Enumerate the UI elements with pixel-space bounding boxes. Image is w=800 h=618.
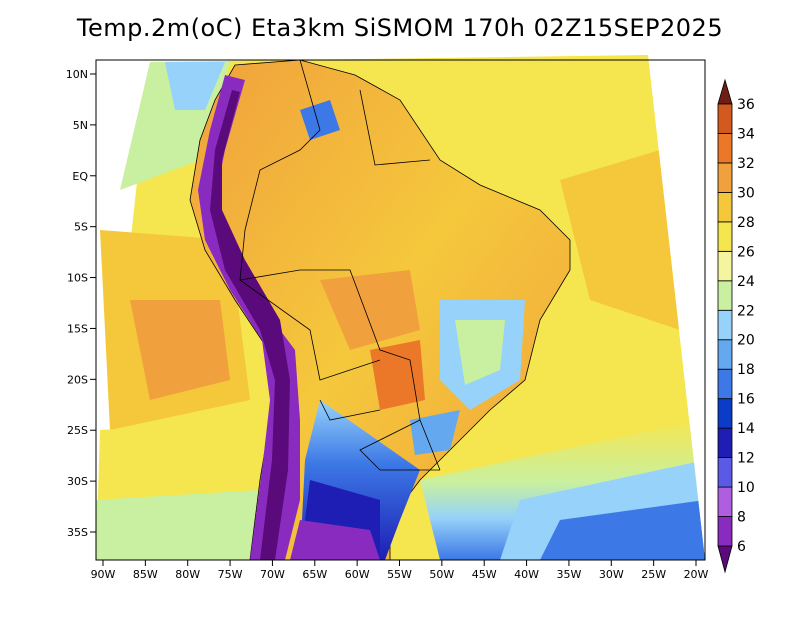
colorbar-label: 18	[737, 362, 755, 378]
colorbar-legend: 6 8 10 12 14 16 18 20 22 24 26 28 30 32 34 36	[717, 78, 755, 574]
colorbar-segment	[717, 368, 733, 400]
lat-tick-label: 15S	[67, 322, 88, 335]
lat-tick-label: EQ	[72, 170, 88, 183]
colorbar-max-triangle	[717, 78, 733, 105]
lon-tick-label: 65W	[302, 568, 327, 581]
colorbar-label: 24	[737, 274, 755, 290]
colorbar-label: 30	[737, 185, 755, 201]
latitude-axis: 10N 5N EQ 5S 10S 15S 20S 25S 30S 35S	[66, 68, 96, 539]
colorbar-segment	[717, 162, 733, 193]
colorbar-label: 16	[737, 392, 755, 408]
lon-tick-label: 25W	[641, 568, 666, 581]
colorbar-segment	[717, 516, 733, 547]
lon-tick-label: 20W	[684, 568, 709, 581]
colorbar-label: 10	[737, 480, 755, 496]
colorbar-label: 32	[737, 156, 755, 172]
colorbar-segment	[717, 457, 733, 488]
colorbar-label: 36	[737, 97, 755, 113]
colorbar-segment	[717, 133, 733, 164]
temperature-field	[96, 55, 705, 560]
lat-tick-label: 25S	[67, 424, 88, 437]
colorbar-label: 6	[737, 539, 746, 555]
colorbar-label: 8	[737, 510, 746, 526]
lon-tick-label: 80W	[175, 568, 200, 581]
colorbar-segment	[717, 280, 733, 311]
lat-tick-label: 30S	[67, 475, 88, 488]
colorbar-segment	[717, 486, 733, 517]
colorbar-segment	[717, 221, 733, 252]
colorbar-label: 34	[737, 126, 755, 142]
lat-tick-label: 35S	[67, 526, 88, 539]
map-title: Temp.2m(oC) Eta3km SiSMOM 170h 02Z15SEP2…	[76, 14, 724, 42]
colorbar-segment	[717, 309, 733, 341]
lon-tick-label: 35W	[556, 568, 581, 581]
lon-tick-label: 55W	[387, 568, 412, 581]
colorbar-label: 28	[737, 215, 755, 231]
lon-tick-label: 70W	[260, 568, 285, 581]
lon-tick-label: 40W	[514, 568, 539, 581]
lon-tick-label: 30W	[599, 568, 624, 581]
lat-tick-label: 20S	[67, 373, 88, 386]
colorbar-segment	[717, 103, 733, 134]
lon-tick-label: 85W	[133, 568, 158, 581]
lat-tick-label: 5N	[73, 119, 88, 132]
lon-tick-label: 45W	[472, 568, 497, 581]
colorbar-min-triangle	[717, 545, 733, 574]
colorbar-label: 20	[737, 333, 755, 349]
colorbar-label: 14	[737, 421, 755, 437]
lon-tick-label: 75W	[218, 568, 243, 581]
colorbar-segment	[717, 191, 733, 223]
lat-tick-label: 10N	[66, 68, 88, 81]
colorbar-segment	[717, 339, 733, 370]
lon-tick-label: 60W	[345, 568, 370, 581]
lon-tick-label: 90W	[91, 568, 116, 581]
colorbar-segment	[717, 250, 733, 282]
colorbar-segment	[717, 398, 733, 429]
colorbar-label: 26	[737, 244, 755, 260]
longitude-axis: 90W 85W 80W 75W 70W 65W 60W 55W 50W 45W 40W 35W 30W 2…	[91, 560, 709, 581]
lat-tick-label: 10S	[67, 272, 88, 285]
borders	[239, 59, 441, 471]
lat-tick-label: 5S	[74, 221, 88, 234]
colorbar-segment	[717, 427, 733, 458]
colorbar-label: 12	[737, 451, 755, 467]
colorbar-label: 22	[737, 303, 755, 319]
lon-tick-label: 50W	[429, 568, 454, 581]
